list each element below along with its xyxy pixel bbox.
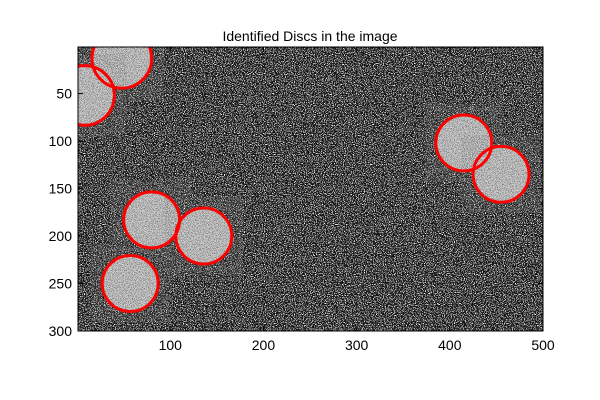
x-tick-label: 100 (159, 337, 183, 353)
chart-title: Identified Discs in the image (222, 28, 397, 44)
x-tick-label: 500 (531, 337, 555, 353)
disc-fills (78, 47, 530, 312)
disc-outlines (78, 47, 531, 313)
x-tick-label: 200 (252, 337, 276, 353)
disc-outline-1 (90, 47, 154, 90)
disc-outline-4 (471, 144, 531, 204)
x-tick-label: 400 (438, 337, 462, 353)
y-axis: 50 100 150 200 250 300 (49, 86, 543, 339)
y-tick-label: 250 (49, 276, 73, 292)
y-tick-label: 100 (49, 133, 73, 149)
y-tick-label: 300 (49, 323, 73, 339)
disc-texture (102, 255, 159, 312)
x-tick-label: 300 (345, 337, 369, 353)
y-tick-label: 200 (49, 228, 73, 244)
image-area (78, 47, 543, 331)
y-tick-label: 50 (56, 86, 72, 102)
disc-texture (78, 65, 115, 126)
disc-outline-7 (100, 254, 160, 313)
disc-outline-2 (78, 64, 116, 127)
disc-outline-6 (174, 206, 234, 266)
x-axis: 100 200 300 400 500 (159, 47, 555, 353)
disc-outline-3 (434, 113, 494, 173)
disc-texture (175, 208, 232, 264)
y-tick-label: 150 (49, 181, 73, 197)
disc-texture (123, 191, 180, 248)
